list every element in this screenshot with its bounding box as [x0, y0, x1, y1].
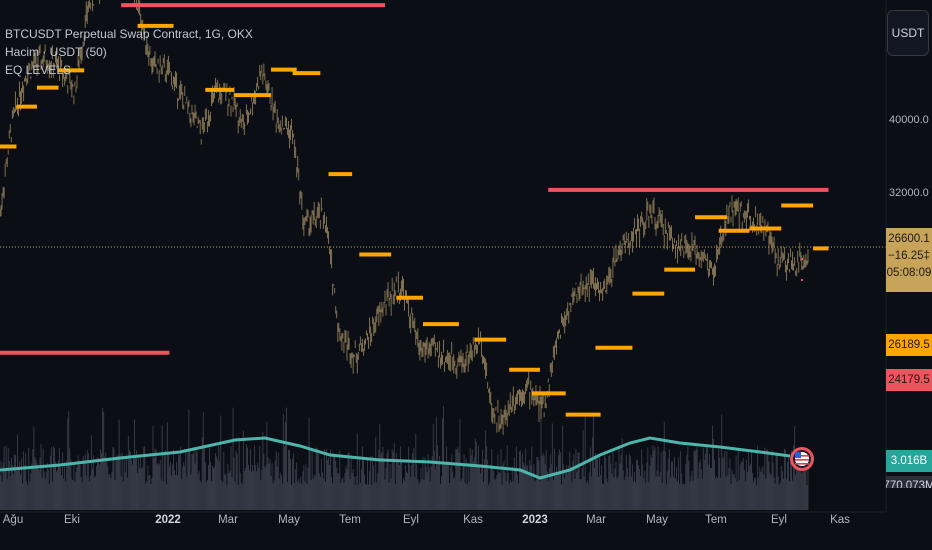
orange-level-tag: 26189.5: [886, 334, 932, 356]
time-axis-label: 2023: [522, 514, 548, 526]
level-dot: [801, 258, 803, 260]
symbol-title[interactable]: BTCUSDT Perpetual Swap Contract, 1G, OKX: [5, 27, 253, 41]
time-axis-label: 2022: [155, 514, 181, 526]
time-axis-label: Mar: [586, 514, 606, 526]
time-axis-label: Kas: [463, 514, 483, 526]
price-change-value: −16.25‡: [888, 250, 930, 262]
price-axis-label-40000: 40000.0: [889, 114, 929, 126]
price-candles: [0, 0, 809, 435]
time-axis-label: Mar: [218, 514, 238, 526]
us-flag-event-icon[interactable]: [790, 447, 814, 471]
chart-legend: BTCUSDT Perpetual Swap Contract, 1G, OKX…: [5, 25, 253, 79]
red-eq-levels: [0, 3, 829, 355]
last-price-tag: 26600.1 −16.25‡ 05:08:09: [886, 228, 932, 292]
time-axis-label: Tem: [705, 514, 727, 526]
time-axis-label: Kas: [830, 514, 850, 526]
level-dot: [801, 279, 803, 281]
volume-bars: [0, 405, 809, 510]
volume-ma-line: [0, 436, 791, 480]
time-axis-label: Tem: [339, 514, 361, 526]
bar-countdown: 05:08:09: [886, 267, 932, 279]
time-axis-label: May: [646, 514, 668, 526]
eq-levels-indicator-title[interactable]: EQ LEVELS: [5, 63, 72, 77]
time-axis-label: May: [278, 514, 300, 526]
volume-indicator-title[interactable]: Hacim · USDT (50): [5, 45, 107, 59]
last-price-value: 26600.1: [888, 233, 930, 245]
currency-button[interactable]: USDT: [887, 10, 929, 56]
red-level-tag: 24179.5: [886, 369, 932, 391]
time-axis-label: Eyl: [403, 514, 419, 526]
time-axis-label: Ağu: [2, 514, 24, 526]
price-axis-label-32000: 32000.0: [889, 187, 929, 199]
volume-partial-tag: 770.073M: [886, 476, 932, 488]
volume-ma-tag: 3.016B: [886, 450, 932, 472]
orange-eq-levels: [0, 23, 829, 417]
time-axis-label: Eki: [64, 514, 80, 526]
time-axis-label: Eyl: [771, 514, 787, 526]
